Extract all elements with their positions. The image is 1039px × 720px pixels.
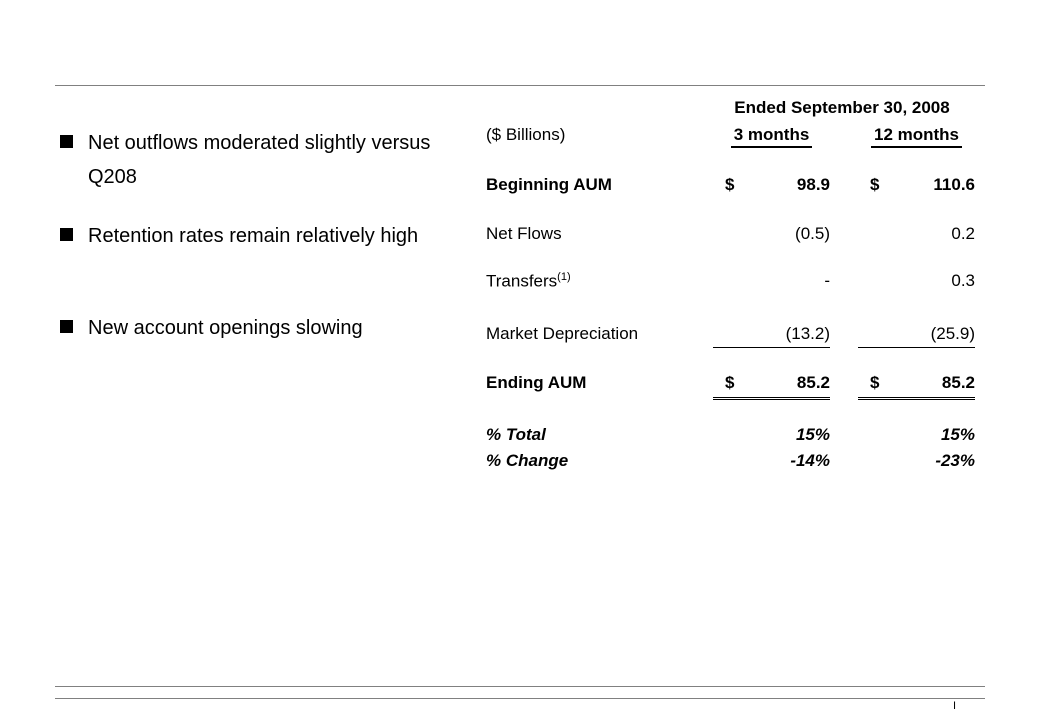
value-12m: 0.3 [858, 271, 975, 291]
row-label: Net Flows [486, 224, 562, 243]
dollar-sign: $ [725, 175, 735, 194]
value-3m: (0.5) [713, 224, 830, 244]
footnote-ref: (1) [557, 271, 571, 283]
value-12m: 15% [858, 425, 975, 445]
amount: (0.5) [795, 224, 830, 243]
footer-divider-lower [55, 698, 985, 699]
value-3m: -14% [713, 451, 830, 471]
row-label: Ending AUM [486, 373, 587, 392]
row-label: Transfers(1) [486, 271, 571, 292]
row-label: Beginning AUM [486, 175, 612, 194]
units-label: ($ Billions) [486, 125, 566, 144]
column-header-3m: 3 months [713, 125, 830, 148]
footer-divider-upper [55, 686, 985, 687]
dollar-sign: $ [870, 373, 880, 392]
table-row-ending-aum: Ending AUM $ 85.2 $ 85.2 [486, 373, 978, 400]
row-label: % Change [486, 451, 569, 470]
value-3m: - [713, 271, 830, 291]
row-label-text: Transfers [486, 271, 558, 291]
value-3m: $ 98.9 [713, 175, 830, 195]
bullet-text: Net outflows moderated slightly versus Q… [88, 132, 431, 188]
value-12m: $ 110.6 [858, 175, 975, 195]
value-3m: 15% [713, 425, 830, 445]
amount: (25.9) [930, 324, 975, 343]
table-row-beginning-aum: Beginning AUM $ 98.9 $ 110.6 [486, 175, 978, 197]
square-bullet-icon [60, 228, 73, 241]
top-divider [55, 85, 985, 86]
amount: 0.2 [951, 224, 975, 243]
column-header-12m: 12 months [858, 125, 975, 148]
amount: 15% [940, 425, 975, 444]
table-row-market-depreciation: Market Depreciation (13.2) (25.9) [486, 324, 978, 348]
amount: (13.2) [785, 324, 830, 343]
value-3m: (13.2) [713, 324, 830, 348]
value-12m: (25.9) [858, 324, 975, 348]
amount: -23% [935, 451, 975, 470]
table-header-row: ($ Billions) 3 months 12 months [486, 125, 978, 148]
amount: - [824, 271, 830, 290]
value-3m: $ 85.2 [713, 373, 830, 400]
square-bullet-icon [60, 320, 73, 333]
amount: 110.6 [933, 175, 975, 194]
value-12m: 0.2 [858, 224, 975, 244]
value-12m: $ 85.2 [858, 373, 975, 400]
dollar-sign: $ [725, 373, 735, 392]
bullet-item: New account openings slowing [60, 311, 445, 345]
value-12m: -23% [858, 451, 975, 471]
square-bullet-icon [60, 135, 73, 148]
bullet-text: New account openings slowing [88, 317, 363, 339]
table-row-net-flows: Net Flows (0.5) 0.2 [486, 224, 978, 246]
bullet-item: Net outflows moderated slightly versus Q… [60, 126, 445, 194]
amount: -14% [790, 451, 830, 470]
amount: 85.2 [796, 373, 830, 392]
aum-table: Ended September 30, 2008 ($ Billions) 3 … [486, 98, 978, 478]
amount: 85.2 [941, 373, 975, 392]
amount: 0.3 [951, 271, 975, 290]
amount: 15% [795, 425, 830, 444]
table-title: Ended September 30, 2008 [734, 98, 950, 117]
table-row-pct-change: % Change -14% -23% [486, 451, 978, 473]
bullet-item: Retention rates remain relatively high [60, 219, 445, 253]
row-label: % Total [486, 425, 546, 444]
dollar-sign: $ [870, 175, 880, 194]
bullet-text: Retention rates remain relatively high [88, 225, 419, 247]
amount: 98.9 [796, 175, 830, 194]
row-label: Market Depreciation [486, 324, 639, 343]
table-row-pct-total: % Total 15% 15% [486, 425, 978, 447]
page-marker: I [953, 700, 957, 712]
table-row-transfers: Transfers(1) - 0.3 [486, 271, 978, 293]
